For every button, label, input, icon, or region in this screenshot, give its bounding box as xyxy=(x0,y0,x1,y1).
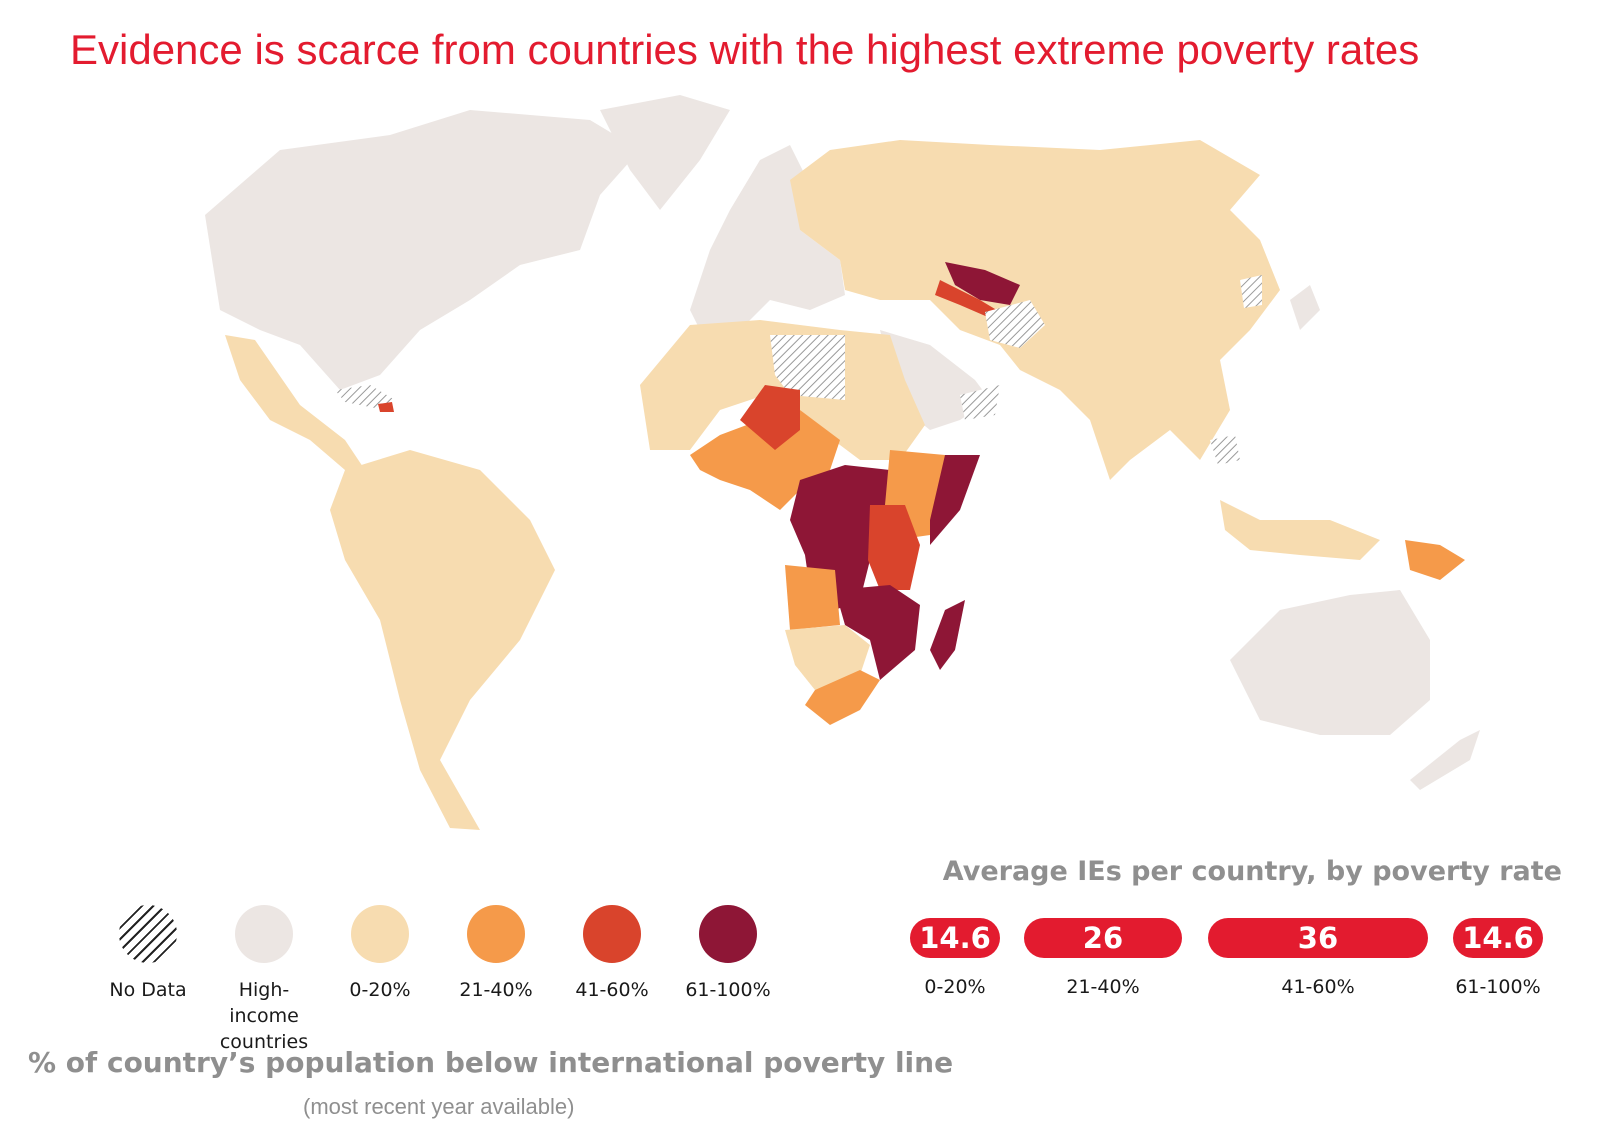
region-madagascar-61-100 xyxy=(930,600,965,670)
ie-bar-category-label: 61-100% xyxy=(1455,976,1541,998)
legend-item-0-20: 0-20% xyxy=(325,905,435,1003)
region-yemen-no-data xyxy=(960,385,1000,420)
region-southern-africa-0-20 xyxy=(785,625,870,690)
world-map xyxy=(205,95,1480,830)
legend-label: 41-60% xyxy=(575,979,649,1001)
ie-bar: 14.6 xyxy=(910,918,1000,958)
no-data-swatch xyxy=(119,905,177,963)
legend-label: No Data xyxy=(109,979,187,1001)
region-japan xyxy=(1290,285,1320,330)
poverty-21-40-swatch xyxy=(467,905,525,963)
legend-label: 0-20% xyxy=(349,979,411,1001)
ie-bar-category-label: 41-60% xyxy=(1281,976,1355,998)
region-libya-no-data xyxy=(770,335,845,400)
region-south-america xyxy=(330,450,555,830)
region-south-africa-21-40 xyxy=(805,670,880,725)
region-central-america xyxy=(225,335,365,470)
region-south-central-61-100 xyxy=(835,585,920,680)
region-north-korea-no-data xyxy=(1240,275,1262,308)
region-papua-new-guinea xyxy=(1405,540,1465,580)
region-angola-21-40 xyxy=(785,565,840,630)
region-myanmar-no-data xyxy=(1210,435,1240,465)
poverty-0-20-swatch xyxy=(351,905,409,963)
legend-caption: % of country’s population below internat… xyxy=(28,1046,954,1079)
legend-subcaption: (most recent year available) xyxy=(303,1094,575,1119)
page-title: Evidence is scarce from countries with t… xyxy=(70,26,1420,73)
region-north-america xyxy=(205,110,640,390)
legend-item-41-60: 41-60% xyxy=(557,905,667,1003)
ie-chart-title: Average IEs per country, by poverty rate xyxy=(942,856,1562,887)
ie-bar: 36 xyxy=(1208,918,1428,958)
region-niger-41-60 xyxy=(740,385,800,450)
region-new-zealand xyxy=(1410,730,1480,790)
region-australia xyxy=(1230,590,1430,735)
legend-item-no-data: No Data xyxy=(93,905,203,1003)
legend-item-high-income: High-income countries xyxy=(209,905,319,1055)
ie-bar: 14.6 xyxy=(1453,918,1543,958)
region-uzbekistan xyxy=(945,262,1020,305)
legend-label: 21-40% xyxy=(459,979,533,1001)
ie-bar-category-label: 0-20% xyxy=(924,976,986,998)
region-indonesia xyxy=(1220,500,1380,560)
region-afghanistan-no-data xyxy=(985,300,1045,348)
region-somalia-61-100 xyxy=(930,455,980,545)
region-tanzania-41-60 xyxy=(868,505,920,590)
region-caribbean-no-data xyxy=(335,385,395,408)
poverty-61-100-swatch xyxy=(699,905,757,963)
legend-label: High-income countries xyxy=(219,979,309,1053)
ie-bar-category-label: 21-40% xyxy=(1066,976,1140,998)
region-turkmenistan xyxy=(935,280,1000,318)
region-greenland xyxy=(600,95,730,210)
region-haiti xyxy=(378,402,394,412)
high-income-swatch xyxy=(235,905,293,963)
legend-label: 61-100% xyxy=(685,979,771,1001)
poverty-41-60-swatch xyxy=(583,905,641,963)
ie-bar: 26 xyxy=(1023,918,1183,958)
legend-item-21-40: 21-40% xyxy=(441,905,551,1003)
legend-item-61-100: 61-100% xyxy=(673,905,783,1003)
